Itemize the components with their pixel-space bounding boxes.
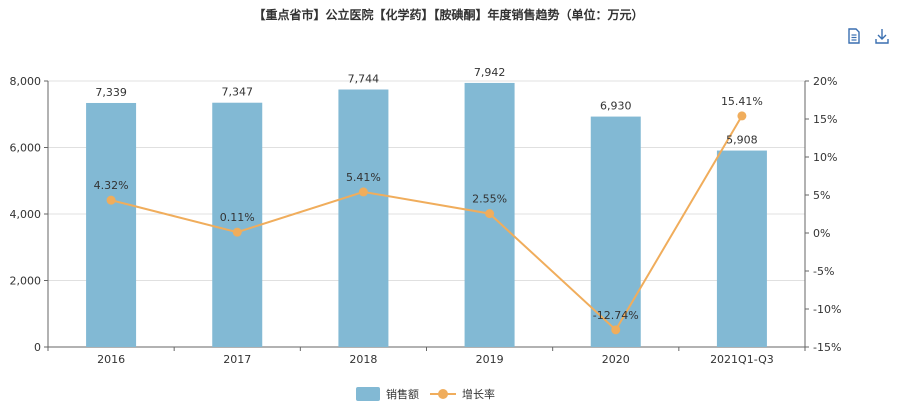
x-tick-label: 2016 <box>97 353 125 366</box>
x-tick-label: 2020 <box>602 353 630 366</box>
growth-point <box>232 227 242 237</box>
x-tick-label: 2018 <box>349 353 377 366</box>
growth-value-label: 0.11% <box>220 211 255 224</box>
grid-lines <box>48 80 805 281</box>
chart-toolbar <box>845 27 891 45</box>
growth-value-label: 2.55% <box>472 193 507 206</box>
x-tick-label: 2017 <box>223 353 251 366</box>
y-right-tick-label: -15% <box>813 341 841 354</box>
legend-bar-label: 销售额 <box>386 387 419 401</box>
growth-point <box>358 187 368 197</box>
growth-value-label: -12.74% <box>593 309 639 322</box>
data-labels: 7,339 7,347 7,744 7,942 6,930 5,908 4.32% 0.11%… <box>94 66 763 322</box>
download-icon[interactable] <box>873 27 891 45</box>
y-left-tick-label: 8,000 <box>10 75 42 88</box>
bar <box>212 102 263 347</box>
line-series <box>106 111 747 335</box>
growth-point <box>737 111 747 121</box>
y-right-tick-label: 5% <box>813 189 830 202</box>
legend-bar-swatch <box>356 387 380 401</box>
y-left-tick-label: 0 <box>34 341 41 354</box>
y-left-tick-label: 4,000 <box>10 208 42 221</box>
y-right-tick-label: 0% <box>813 227 830 240</box>
legend-line-marker <box>438 389 448 399</box>
y-right-tick-label: -5% <box>813 265 834 278</box>
y-right-tick-label: 15% <box>813 113 837 126</box>
bar-series <box>86 82 767 348</box>
growth-value-label: 15.41% <box>721 95 763 108</box>
bar-value-label: 6,930 <box>600 100 632 113</box>
y-right-tick-label: 10% <box>813 151 837 164</box>
axes: 0 2,000 4,000 6,000 8,000 -15% -10% -5% 0% 5% 10% 1… <box>10 75 842 366</box>
bar-value-label: 7,744 <box>348 73 380 86</box>
growth-value-label: 4.32% <box>94 179 129 192</box>
bar <box>716 150 767 347</box>
y-right-tick-label: -10% <box>813 303 841 316</box>
y-left-tick-label: 2,000 <box>10 275 42 288</box>
document-icon[interactable] <box>845 27 863 45</box>
chart-title: 【重点省市】公立医院【化学药】【胺碘酮】年度销售趋势（单位：万元） <box>253 8 644 22</box>
bar <box>590 116 641 347</box>
growth-point <box>106 195 116 205</box>
x-tick-label: 2019 <box>476 353 504 366</box>
growth-value-label: 5.41% <box>346 171 381 184</box>
bar-value-label: 7,339 <box>95 86 127 99</box>
y-right-tick-label: 20% <box>813 75 837 88</box>
growth-point <box>611 325 621 335</box>
bar <box>86 102 137 348</box>
legend-line-label: 增长率 <box>462 387 495 401</box>
bar-value-label: 7,347 <box>222 86 254 99</box>
x-tick-label: 2021Q1-Q3 <box>710 353 774 366</box>
bar-value-label: 5,908 <box>726 134 758 147</box>
bar-value-label: 7,942 <box>474 66 506 79</box>
bar <box>338 89 389 348</box>
y-left-tick-label: 6,000 <box>10 142 42 155</box>
growth-point <box>485 209 495 219</box>
growth-line <box>110 115 743 332</box>
legend: 销售额 增长率 <box>356 387 495 401</box>
